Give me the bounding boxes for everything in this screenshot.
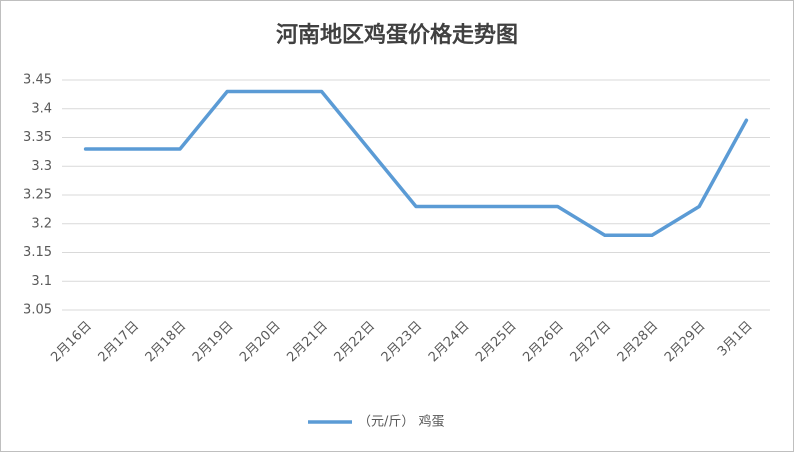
- y-tick-label: 3.15: [23, 245, 52, 260]
- y-tick-label: 3.3: [31, 159, 52, 174]
- y-tick-label: 3.05: [23, 303, 52, 318]
- line-series: [83, 89, 749, 237]
- y-tick-label: 3.4: [31, 101, 52, 116]
- y-tick-label: 3.2: [31, 216, 52, 231]
- y-tick-label: 3.1: [31, 274, 52, 289]
- y-tick-label: 3.25: [23, 188, 52, 203]
- legend-label: （元/斤） 鸡蛋: [358, 414, 445, 430]
- y-tick-label: 3.45: [23, 73, 52, 88]
- y-tick-label: 3.35: [23, 130, 52, 145]
- chart-title: 河南地区鸡蛋价格走势图: [276, 22, 518, 48]
